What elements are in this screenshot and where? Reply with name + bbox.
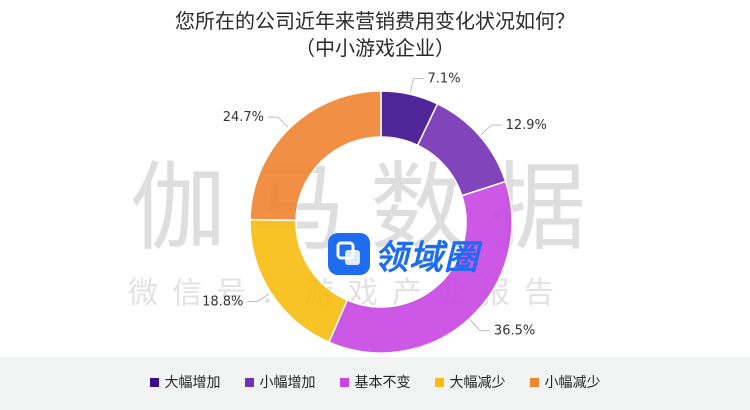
data-label-4: 18.8% [202,295,243,310]
leader-line-5 [268,116,289,128]
legend-swatch-4 [434,377,444,387]
legend-item-5: 小幅减少 [529,372,601,392]
chart-subtitle: （中小游戏企业） [295,36,455,60]
legend-item-1: 大幅增加 [149,372,221,392]
legend-item-4: 大幅减少 [434,372,506,392]
legend-label-1: 大幅增加 [164,375,221,391]
data-label-1: 7.1% [428,72,461,87]
badge-text: 领域圈 [374,237,479,278]
watermark-badge: 领域圈 [328,232,479,278]
data-label-2: 12.9% [506,118,547,133]
donut-slice-5 [249,90,382,222]
donut-slice-3 [327,180,513,354]
legend: 大幅增加 小幅增加 基本不变 大幅减少 小幅减少 [0,372,750,392]
legend-label-5: 小幅减少 [544,375,601,391]
data-label-3: 36.5% [494,324,535,339]
leader-line-2 [480,124,502,135]
legend-swatch-5 [529,377,539,387]
badge-logo-icon [328,233,370,275]
legend-label-4: 大幅减少 [449,375,506,391]
leader-line-1 [409,78,424,93]
legend-label-3: 基本不变 [354,375,411,391]
leader-line-3 [470,320,490,332]
chart-title-block: 您所在的公司近年来营销费用变化状况如何？ （中小游戏企业） [0,8,750,62]
legend-background [0,357,750,410]
legend-item-3: 基本不变 [339,372,411,392]
legend-swatch-2 [244,377,254,387]
legend-swatch-3 [339,377,349,387]
donut-slice-2 [416,102,507,197]
data-label-5: 24.7% [223,110,264,125]
legend-label-2: 小幅增加 [259,375,316,391]
leader-line-4 [247,293,270,303]
legend-swatch-1 [149,377,159,387]
legend-item-2: 小幅增加 [244,372,316,392]
chart-title: 您所在的公司近年来营销费用变化状况如何？ [175,9,575,33]
